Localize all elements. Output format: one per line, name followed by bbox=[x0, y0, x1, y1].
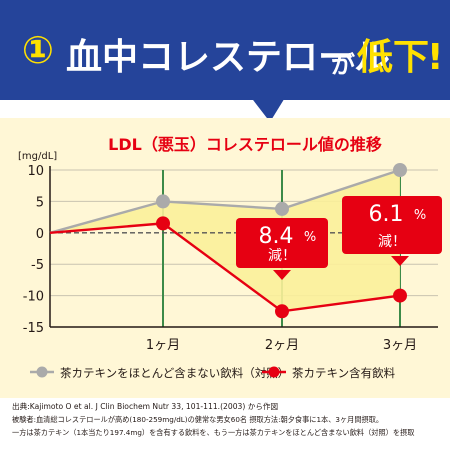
x-tick-label: 1ヶ月 bbox=[146, 338, 180, 353]
catechin-point bbox=[156, 216, 170, 231]
legend-item-catechin: 茶カテキン含有飲料 bbox=[262, 366, 396, 380]
banner-text-mark: ! bbox=[427, 37, 443, 78]
y-tick-label: 5 bbox=[36, 195, 44, 210]
legend-item-control: 茶カテキンをほとんど含まない飲料（対照） bbox=[30, 366, 289, 380]
series-layer bbox=[49, 163, 407, 319]
y-axis-label: [mg/dL] bbox=[18, 151, 57, 162]
series-catechin-line bbox=[49, 222, 401, 313]
callout-unit: % bbox=[414, 208, 426, 223]
catechin-point bbox=[275, 304, 289, 319]
callout-unit: % bbox=[304, 230, 316, 245]
banner-pointer bbox=[250, 96, 286, 122]
y-tick-label: -5 bbox=[31, 258, 44, 273]
callout-box bbox=[342, 196, 442, 254]
footnotes: 出典:Kajimoto O et al. J Clin Biochem Nutr… bbox=[12, 401, 414, 437]
callout-arrow bbox=[273, 270, 291, 280]
legend-marker bbox=[36, 366, 48, 378]
footnote-method: 一方は茶カテキン（1本当たり197.4mg）を含有する飲料を、もう一方は茶カテキ… bbox=[12, 428, 414, 437]
banner-text-main: 血中コレステロール bbox=[66, 37, 390, 78]
x-tick-label: 3ヶ月 bbox=[383, 338, 417, 353]
catechin-point bbox=[393, 288, 407, 303]
title-banner: ① 血中コレステロール が 低下 ! bbox=[0, 0, 450, 122]
series-control-line bbox=[49, 168, 401, 234]
area-layer bbox=[50, 170, 400, 312]
y-tick-label: 10 bbox=[27, 164, 44, 179]
callout-label: 減！ bbox=[268, 247, 296, 264]
footnote-subjects: 被験者:血清総コレステロールが高め(180-259mg/dL)の健常な男女60名… bbox=[12, 415, 383, 424]
legend-marker bbox=[268, 366, 280, 378]
banner-text-particle: が bbox=[331, 51, 355, 79]
legend-label: 茶カテキンをほとんど含まない飲料（対照） bbox=[60, 366, 289, 380]
footnote-source: 出典:Kajimoto O et al. J Clin Biochem Nutr… bbox=[12, 401, 278, 411]
reduction-callout: 8.4 % 減！ bbox=[236, 218, 328, 280]
callout-arrow bbox=[391, 256, 409, 266]
callout-value: 8.4 bbox=[259, 224, 294, 249]
x-tick-label: 2ヶ月 bbox=[265, 338, 299, 353]
banner-background bbox=[0, 0, 450, 100]
control-point bbox=[275, 201, 289, 216]
callout-label: 減！ bbox=[378, 233, 406, 250]
control-point bbox=[156, 194, 170, 209]
control-point bbox=[393, 163, 407, 177]
banner-number: ① bbox=[22, 28, 54, 72]
reduction-callout: 6.1 % 減！ bbox=[342, 196, 442, 266]
difference-area bbox=[50, 170, 400, 312]
banner-text-end: 低下 bbox=[357, 37, 429, 78]
legend: 茶カテキンをほとんど含まない飲料（対照） 茶カテキン含有飲料 bbox=[30, 366, 396, 380]
callout-box bbox=[236, 218, 328, 268]
y-tick-label: 0 bbox=[36, 227, 44, 242]
chart-title: LDL（悪玉）コレステロール値の推移 bbox=[108, 135, 382, 154]
callout-value: 6.1 bbox=[369, 202, 404, 227]
y-tick-label: -15 bbox=[23, 321, 44, 336]
annotation-layer: 8.4 % 減！ 6.1 % 減！ bbox=[236, 196, 442, 280]
y-tick-label: -10 bbox=[23, 290, 44, 305]
legend-label: 茶カテキン含有飲料 bbox=[292, 366, 396, 380]
